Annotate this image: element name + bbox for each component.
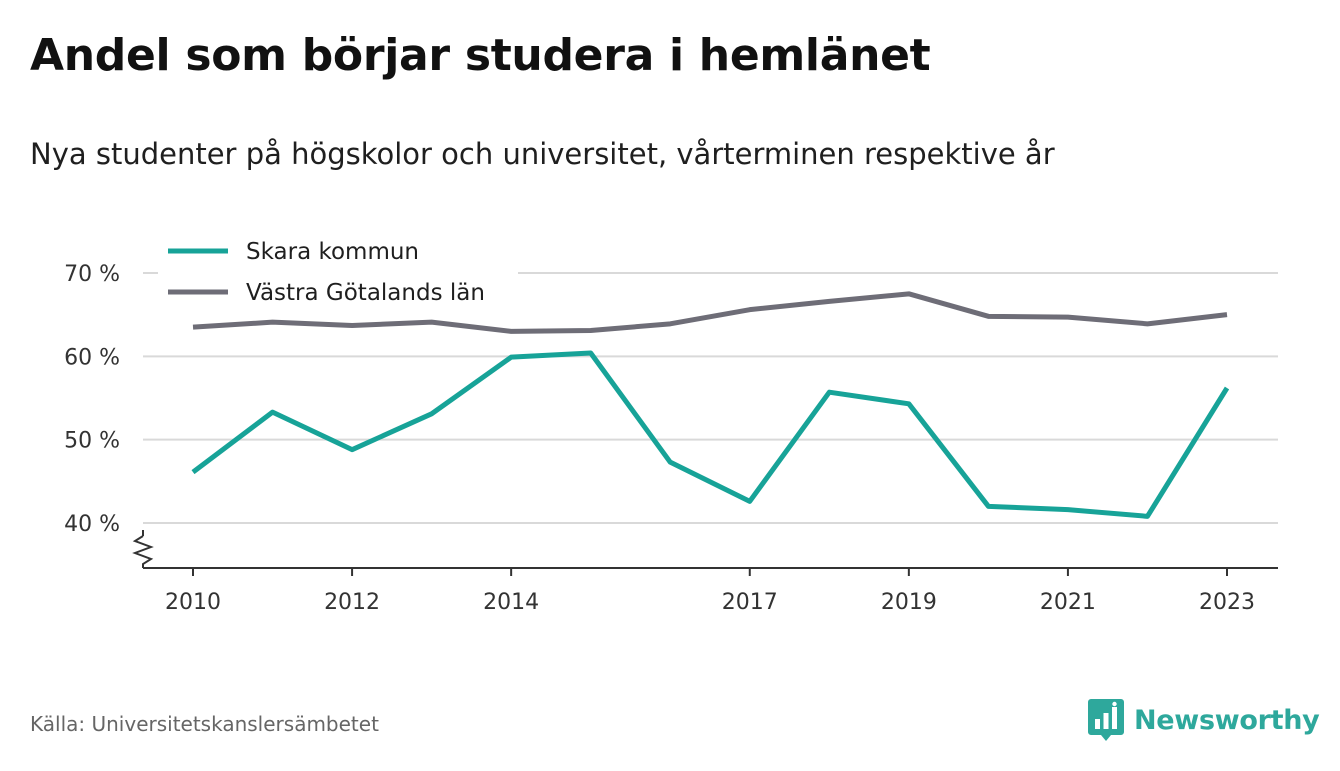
newsworthy-logo: Newsworthy [1088, 699, 1320, 741]
legend-label: Västra Götalands län [246, 280, 485, 306]
chart-subtitle: Nya studenter på högskolor och universit… [30, 137, 1055, 171]
legend-label: Skara kommun [246, 239, 419, 265]
chart-title: Andel som börjar studera i hemlänet [30, 30, 931, 81]
y-tick-label: 50 % [64, 429, 120, 454]
source-note: Källa: Universitetskanslersämbetet [30, 712, 379, 736]
series-line-skara-kommun [191, 350, 1230, 519]
y-tick-label: 40 % [64, 512, 120, 537]
y-tick-label: 70 % [64, 262, 120, 287]
x-tick-label: 2021 [1040, 590, 1096, 615]
axes: 40 % 50 % 60 % 70 % 2010 2012 2014 2017 2019 2021… [64, 262, 1278, 615]
legend: Skara kommun Västra Götalands län [158, 232, 518, 314]
x-tick-label: 2023 [1199, 590, 1255, 615]
series-lines [191, 291, 1230, 519]
legend-background [158, 232, 518, 314]
x-tick-label: 2010 [165, 590, 221, 615]
x-tick-label: 2017 [722, 590, 778, 615]
x-tick-label: 2019 [881, 590, 937, 615]
x-tick-label: 2014 [483, 590, 539, 615]
y-tick-label: 60 % [64, 345, 120, 370]
axis-break-marker [132, 535, 154, 568]
series-line-vastra-gotalands-lan [192, 291, 1228, 334]
bar-chart-speech-bubble-icon [1088, 699, 1124, 741]
brand-name: Newsworthy [1134, 704, 1320, 736]
line-chart: 40 % 50 % 60 % 70 % 2010 2012 2014 2017 2019 2021… [64, 232, 1278, 615]
x-tick-label: 2012 [324, 590, 380, 615]
